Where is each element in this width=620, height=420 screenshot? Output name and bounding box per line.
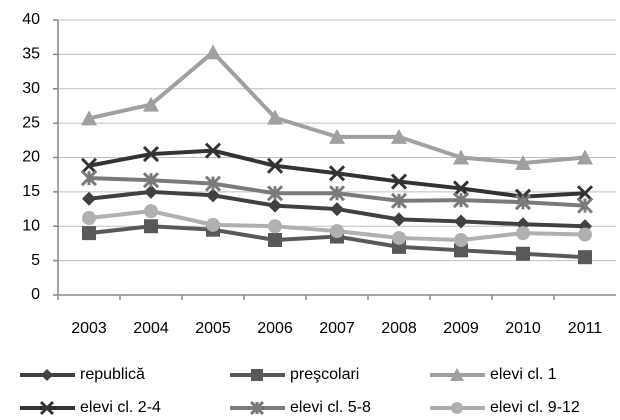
marker xyxy=(454,233,468,247)
marker xyxy=(204,175,222,192)
marker xyxy=(144,184,158,199)
y-tick-label: 0 xyxy=(31,286,40,303)
marker xyxy=(205,44,221,60)
marker xyxy=(142,172,160,189)
marker xyxy=(251,369,263,381)
marker xyxy=(330,224,344,239)
marker xyxy=(578,250,592,265)
marker xyxy=(204,142,222,159)
marker xyxy=(328,185,346,202)
marker xyxy=(266,185,284,202)
legend-label: elevi cl. 5-8 xyxy=(290,399,371,416)
marker xyxy=(578,227,592,242)
marker xyxy=(206,188,220,203)
legend-label: republică xyxy=(80,366,145,383)
marker xyxy=(576,197,594,214)
legend-label: preşcolari xyxy=(290,366,359,383)
legend-label: elevi cl. 9-12 xyxy=(490,399,580,416)
marker xyxy=(330,202,344,217)
x-tick-label: 2011 xyxy=(568,320,603,337)
marker xyxy=(144,219,158,234)
marker xyxy=(514,194,532,211)
marker xyxy=(329,128,345,144)
marker xyxy=(328,165,346,182)
marker xyxy=(576,185,594,202)
marker xyxy=(266,157,284,174)
marker xyxy=(451,402,463,414)
x-tick-label: 2008 xyxy=(381,320,417,337)
marker xyxy=(249,400,265,416)
marker xyxy=(390,173,408,190)
marker xyxy=(454,243,468,258)
marker xyxy=(391,128,407,144)
marker xyxy=(144,204,158,219)
y-tick-label: 35 xyxy=(22,46,40,63)
y-tick-label: 15 xyxy=(22,183,40,200)
marker xyxy=(452,180,470,197)
y-tick-label: 30 xyxy=(22,80,40,97)
marker xyxy=(80,157,98,174)
x-tick-label: 2006 xyxy=(257,320,293,337)
marker xyxy=(82,226,96,241)
marker xyxy=(453,149,469,165)
marker xyxy=(268,233,282,247)
marker xyxy=(267,109,283,125)
marker xyxy=(390,192,408,209)
y-tick-label: 5 xyxy=(31,252,40,269)
marker xyxy=(516,246,530,261)
y-tick-label: 25 xyxy=(22,114,40,131)
marker xyxy=(392,230,406,245)
x-tick-label: 2005 xyxy=(195,320,231,337)
marker xyxy=(143,96,159,112)
marker xyxy=(577,149,593,165)
x-tick-label: 2010 xyxy=(505,320,541,337)
series-line xyxy=(88,50,586,165)
marker xyxy=(41,369,53,381)
marker xyxy=(268,198,282,213)
marker xyxy=(80,170,98,187)
x-tick-label: 2003 xyxy=(71,320,107,337)
y-tick-label: 20 xyxy=(22,149,40,166)
marker xyxy=(392,212,406,227)
x-tick-label: 2007 xyxy=(319,320,355,337)
x-tick-label: 2004 xyxy=(133,320,169,337)
marker xyxy=(452,192,470,209)
y-tick-label: 40 xyxy=(22,11,40,28)
marker xyxy=(82,191,96,206)
marker xyxy=(268,219,282,234)
y-tick-label: 10 xyxy=(22,217,40,234)
legend-label: elevi cl. 1 xyxy=(490,366,557,383)
marker xyxy=(39,400,55,416)
marker xyxy=(516,226,530,241)
marker xyxy=(450,368,464,381)
x-tick-label: 2009 xyxy=(443,320,479,337)
marker xyxy=(454,214,468,229)
marker xyxy=(515,155,531,170)
marker xyxy=(206,217,220,232)
marker xyxy=(142,146,160,163)
legend-label: elevi cl. 2-4 xyxy=(80,399,161,416)
marker xyxy=(82,211,96,225)
marker xyxy=(81,110,97,126)
